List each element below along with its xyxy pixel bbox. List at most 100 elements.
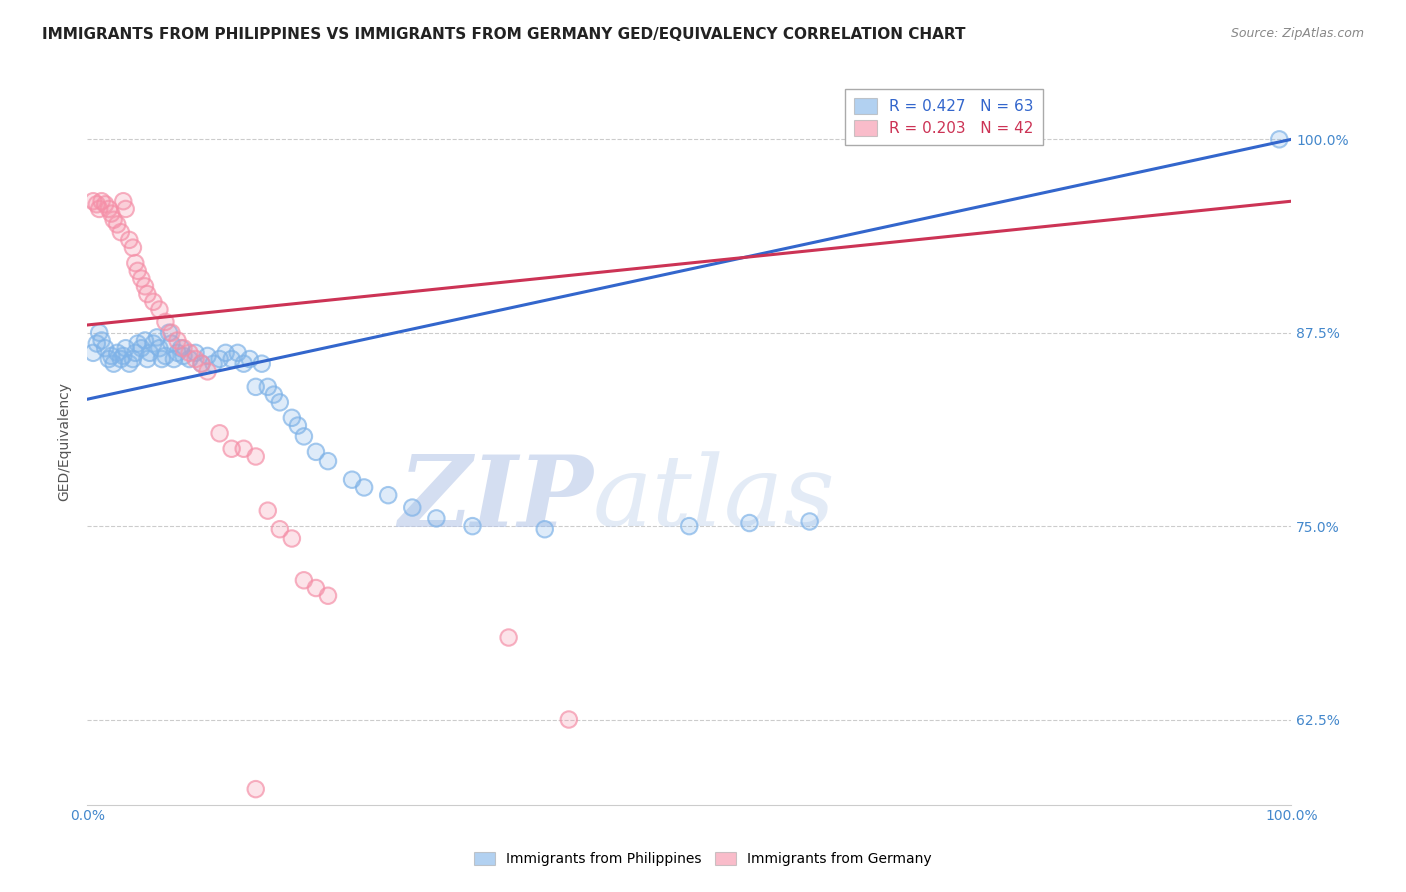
Point [118, 233, 141, 247]
Point [197, 364, 219, 378]
Point [1268, 132, 1291, 146]
Point [256, 380, 278, 394]
Point [134, 334, 156, 348]
Point [533, 522, 555, 536]
Point [173, 341, 195, 355]
Point [377, 488, 399, 502]
Point [122, 351, 145, 366]
Point [269, 522, 291, 536]
Point [160, 336, 183, 351]
Point [558, 713, 581, 727]
Point [166, 334, 188, 348]
Point [103, 357, 125, 371]
Point [110, 351, 132, 366]
Point [461, 519, 484, 533]
Point [97, 202, 120, 216]
Point [89, 326, 111, 340]
Point [221, 351, 243, 366]
Point [245, 450, 267, 464]
Point [170, 341, 193, 355]
Point [160, 326, 183, 340]
Point [425, 511, 447, 525]
Text: Source: ZipAtlas.com: Source: ZipAtlas.com [1230, 27, 1364, 40]
Point [82, 346, 104, 360]
Point [250, 357, 273, 371]
Text: ZIP: ZIP [398, 451, 593, 548]
Point [232, 357, 254, 371]
Point [738, 516, 761, 530]
Point [799, 515, 821, 529]
Point [190, 357, 212, 371]
Point [148, 302, 170, 317]
Point [100, 206, 122, 220]
Point [232, 442, 254, 456]
Point [498, 631, 520, 645]
Point [142, 336, 165, 351]
Point [89, 202, 111, 216]
Point [263, 387, 285, 401]
Point [94, 341, 117, 355]
Point [287, 418, 309, 433]
Point [799, 515, 821, 529]
Point [136, 351, 159, 366]
Point [256, 380, 278, 394]
Point [142, 336, 165, 351]
Point [738, 516, 761, 530]
Point [136, 287, 159, 301]
Point [179, 351, 201, 366]
Point [103, 212, 125, 227]
Point [226, 346, 249, 360]
Point [269, 522, 291, 536]
Point [179, 351, 201, 366]
Point [105, 346, 128, 360]
Point [1268, 132, 1291, 146]
Point [105, 218, 128, 232]
Point [86, 336, 108, 351]
Point [124, 346, 146, 360]
Point [173, 349, 195, 363]
Point [269, 395, 291, 409]
Point [114, 202, 136, 216]
Point [103, 212, 125, 227]
Point [287, 418, 309, 433]
Point [124, 256, 146, 270]
Point [112, 194, 135, 209]
Point [353, 480, 375, 494]
Point [305, 581, 328, 595]
Point [197, 349, 219, 363]
Point [155, 315, 177, 329]
Point [401, 500, 423, 515]
Point [114, 202, 136, 216]
Point [208, 351, 231, 366]
Point [134, 279, 156, 293]
Point [184, 351, 207, 366]
Point [127, 264, 149, 278]
Point [112, 194, 135, 209]
Point [184, 351, 207, 366]
Point [160, 336, 183, 351]
Point [90, 194, 112, 209]
Point [316, 589, 339, 603]
Point [305, 581, 328, 595]
Point [256, 503, 278, 517]
Point [184, 346, 207, 360]
Point [678, 519, 700, 533]
Point [202, 357, 225, 371]
Point [155, 349, 177, 363]
Point [166, 346, 188, 360]
Point [122, 241, 145, 255]
Point [86, 197, 108, 211]
Point [90, 334, 112, 348]
Point [190, 357, 212, 371]
Point [401, 500, 423, 515]
Point [353, 480, 375, 494]
Point [90, 194, 112, 209]
Point [142, 294, 165, 309]
Point [94, 197, 117, 211]
Point [82, 194, 104, 209]
Point [226, 346, 249, 360]
Point [82, 346, 104, 360]
Point [127, 336, 149, 351]
Point [114, 341, 136, 355]
Point [94, 197, 117, 211]
